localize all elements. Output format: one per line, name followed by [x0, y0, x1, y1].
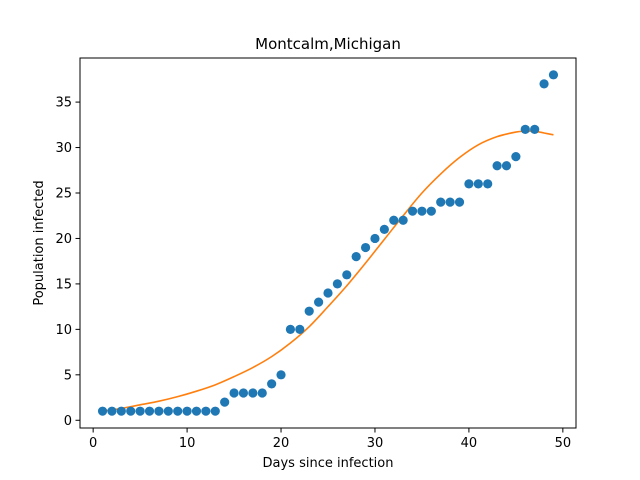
data-point [257, 388, 267, 398]
data-point [389, 215, 399, 225]
data-point [342, 270, 352, 280]
x-tick-label: 50 [555, 436, 572, 451]
x-tick-label: 0 [89, 436, 97, 451]
data-point [511, 152, 521, 162]
y-tick-label: 25 [55, 187, 72, 202]
data-point [520, 124, 530, 134]
data-point [220, 397, 230, 407]
x-tick-label: 30 [367, 436, 384, 451]
data-point [539, 79, 549, 89]
y-tick-label: 30 [55, 141, 72, 156]
data-point [436, 197, 446, 207]
data-point [530, 124, 540, 134]
data-point [229, 388, 239, 398]
data-point [238, 388, 249, 398]
y-tick-label: 5 [64, 368, 72, 383]
data-points-layer [97, 70, 559, 416]
data-point [454, 197, 465, 207]
y-tick-label: 20 [55, 232, 72, 247]
data-point [144, 406, 155, 416]
data-point [351, 252, 361, 262]
data-point [483, 179, 493, 189]
y-tick-label: 35 [55, 96, 72, 111]
x-tick-label: 10 [179, 436, 196, 451]
ticks-layer: 0 10 20 30 40 50 0 5 10 15 20 25 30 35 [55, 96, 571, 451]
data-point [126, 406, 136, 416]
data-point [379, 224, 389, 234]
data-point [304, 306, 314, 316]
data-point [276, 370, 286, 380]
data-point [370, 233, 380, 244]
data-point [182, 406, 192, 416]
data-point [107, 406, 117, 416]
data-point [323, 288, 333, 298]
fit-curve-layer [102, 130, 554, 412]
data-point [201, 406, 211, 416]
data-point [398, 215, 408, 225]
data-point [154, 406, 164, 416]
plot-area-frame [79, 57, 577, 429]
data-point [314, 297, 324, 307]
chart-title: Montcalm,Michigan [255, 35, 401, 53]
data-point [210, 406, 220, 416]
data-point [135, 406, 145, 416]
y-axis-title: Population infected [32, 180, 47, 305]
data-point [548, 70, 559, 80]
data-point [407, 206, 418, 216]
data-point [501, 161, 512, 171]
fit-curve [102, 130, 554, 412]
data-point [267, 379, 277, 389]
y-tick-label: 0 [64, 414, 72, 429]
data-point [191, 406, 202, 416]
data-point [285, 324, 296, 334]
data-point [163, 406, 173, 416]
x-axis-title: Days since infection [263, 456, 394, 471]
data-point [492, 161, 502, 171]
data-point [360, 242, 371, 253]
data-point [426, 206, 436, 216]
y-tick-label: 10 [55, 323, 72, 338]
data-point [116, 406, 126, 416]
data-point [332, 279, 342, 289]
x-tick-label: 20 [273, 436, 290, 451]
data-point [97, 406, 108, 416]
data-point [295, 324, 305, 334]
data-point [464, 179, 474, 189]
data-point [473, 179, 483, 189]
y-tick-label: 15 [55, 277, 72, 292]
data-point [248, 388, 258, 398]
x-tick-label: 40 [461, 436, 478, 451]
data-point [417, 206, 427, 216]
data-point [445, 197, 455, 207]
data-point [173, 406, 183, 416]
